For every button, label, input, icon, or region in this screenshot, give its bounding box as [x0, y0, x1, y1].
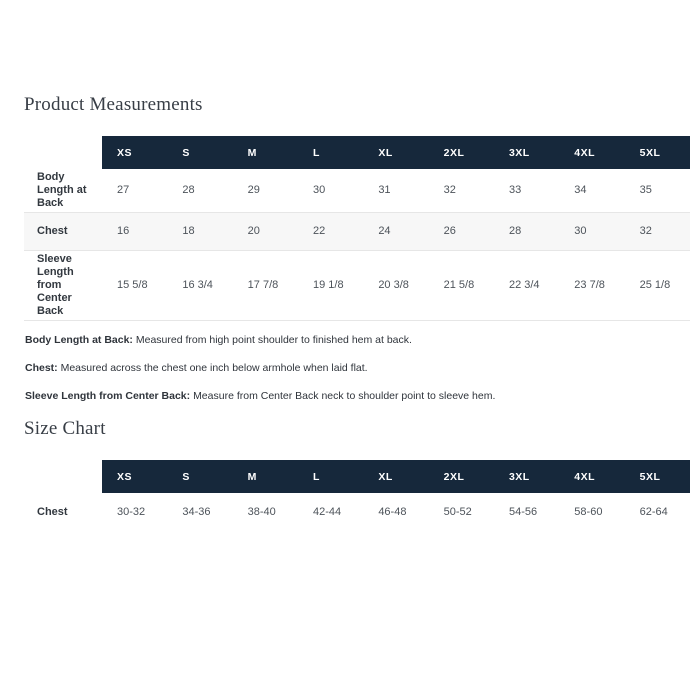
measurement-value-cell: 26 — [428, 212, 494, 251]
size-column-header: S — [167, 136, 233, 169]
measurement-value-cell: 28 — [493, 212, 560, 251]
product-measurements-title: Product Measurements — [24, 94, 203, 115]
product-measurements-table: XS S M L XL 2XL 3XL 4XL 5XL Body Length at Back 2… — [24, 136, 690, 321]
measurement-row: Chest 16 18 20 22 24 26 28 30 32 — [24, 212, 690, 251]
row-label: Chest — [24, 212, 102, 251]
row-label: Body Length at Back — [24, 169, 102, 213]
size-header-row: XS S M L XL 2XL 3XL 4XL 5XL — [24, 136, 690, 169]
size-chart-section: Size Chart XS S M L XL 2XL 3XL 4XL 5XL Chest 30-3… — [24, 418, 690, 532]
note-term: Sleeve Length from Center Back: — [25, 390, 191, 402]
measurement-value-cell: 54-56 — [508, 506, 538, 518]
row-label: Sleeve Length from Center Back — [24, 250, 102, 321]
size-column-header: XL — [363, 460, 429, 493]
measurement-value-cell: 25 1/8 — [624, 250, 690, 321]
measurement-value-cell: 18 — [167, 212, 233, 251]
measurement-value-cell: 20 3/8 — [363, 250, 429, 321]
size-column-header: XS — [102, 136, 168, 169]
measurement-value-cell: 34 — [559, 169, 625, 213]
size-column-header: 3XL — [493, 460, 560, 493]
measurement-value-cell: 30 — [297, 169, 364, 213]
measurement-value-cell: 32 — [624, 212, 690, 251]
size-column-header: 3XL — [493, 136, 560, 169]
size-column-header: S — [167, 460, 233, 493]
measurement-value-cell: 22 3/4 — [493, 250, 560, 321]
measurement-row: Chest 30-32 34-36 38-40 42-44 46-48 50-52 54-56… — [24, 493, 690, 532]
product-measurements-section: Product Measurements XS S M L XL 2XL 3XL 4XL 5XL… — [24, 94, 690, 402]
measurement-value-cell: 35 — [624, 169, 690, 213]
measurement-value-cell: 42-44 — [312, 506, 342, 518]
note-definition: Measure from Center Back neck to shoulde… — [193, 390, 496, 402]
size-column-header: 2XL — [428, 136, 494, 169]
note-body-length: Body Length at Back: Measured from high … — [25, 334, 690, 346]
measurement-value-cell: 21 5/8 — [428, 250, 494, 321]
measurement-value-cell: 16 3/4 — [167, 250, 233, 321]
size-column-header: 2XL — [428, 460, 494, 493]
measurement-value-cell: 27 — [102, 169, 168, 213]
size-column-header: 4XL — [559, 460, 625, 493]
size-column-header: 4XL — [559, 136, 625, 169]
size-chart-title: Size Chart — [24, 418, 106, 439]
note-definition: Measured from high point shoulder to fin… — [135, 334, 412, 346]
size-column-header: M — [232, 136, 298, 169]
size-column-header: 5XL — [624, 136, 690, 169]
measurement-value-cell: 58-60 — [574, 506, 603, 518]
measurement-value-cell: 16 — [102, 212, 168, 251]
measurement-value-cell: 29 — [232, 169, 298, 213]
measurement-value-cell: 23 7/8 — [559, 250, 625, 321]
measurement-value-cell: 15 5/8 — [102, 250, 168, 321]
measurement-value-cell: 32 — [428, 169, 494, 213]
size-column-header: M — [232, 460, 298, 493]
measurement-value-cell: 38-40 — [247, 506, 276, 518]
measurement-notes: Body Length at Back: Measured from high … — [24, 334, 690, 402]
size-column-header: L — [297, 136, 364, 169]
measurement-value-cell: 19 1/8 — [297, 250, 364, 321]
note-definition: Measured across the chest one inch below… — [60, 362, 368, 374]
note-term: Chest: — [25, 362, 58, 374]
measurement-value-cell: 24 — [363, 212, 429, 251]
measurement-value-cell: 30-32 — [117, 506, 146, 518]
measurement-value-cell: 34-36 — [182, 506, 211, 518]
size-column-header: 5XL — [624, 460, 690, 493]
measurement-row: Sleeve Length from Center Back 15 5/8 16 3… — [24, 250, 690, 321]
row-label-column-header — [24, 136, 102, 169]
measurement-value-cell: 28 — [167, 169, 233, 213]
measurement-value-cell: 22 — [297, 212, 364, 251]
measurement-value-cell: 17 7/8 — [232, 250, 298, 321]
row-label: Chest — [37, 506, 68, 518]
note-chest: Chest: Measured across the chest one inc… — [25, 362, 690, 374]
size-column-header: L — [297, 460, 364, 493]
size-column-header: XS — [102, 460, 168, 493]
measurement-value-cell: 20 — [232, 212, 298, 251]
note-sleeve-length: Sleeve Length from Center Back: Measure … — [25, 390, 690, 402]
row-label-column-header — [24, 460, 102, 493]
measurement-value-cell: 33 — [493, 169, 560, 213]
measurement-value-cell: 30 — [559, 212, 625, 251]
size-guide-page: Product Measurements XS S M L XL 2XL 3XL 4XL 5XL… — [24, 94, 690, 532]
note-term: Body Length at Back: — [25, 334, 133, 346]
size-chart-table: XS S M L XL 2XL 3XL 4XL 5XL Chest 30-32 34-36 38-40… — [24, 460, 690, 532]
size-column-header: XL — [363, 136, 429, 169]
size-header-row: XS S M L XL 2XL 3XL 4XL 5XL — [24, 460, 690, 493]
measurement-value-cell: 31 — [363, 169, 429, 213]
measurement-value-cell: 62-64 — [639, 506, 668, 518]
measurement-value-cell: 50-52 — [443, 506, 472, 518]
measurement-value-cell: 46-48 — [378, 506, 407, 518]
measurement-row: Body Length at Back 27 28 29 30 31 32 33 34 35 — [24, 169, 690, 213]
